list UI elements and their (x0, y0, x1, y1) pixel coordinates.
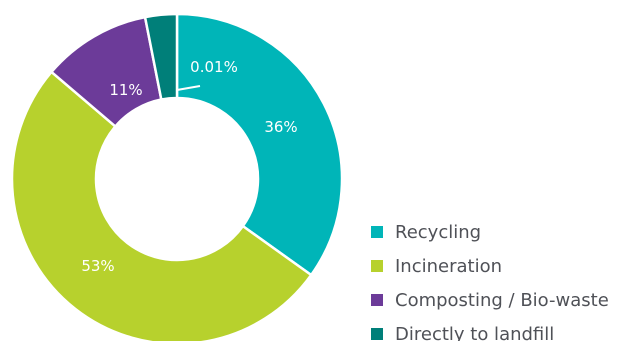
slice-recycling (175, 12, 344, 277)
data-label-composting-bio-waste: 11% (109, 81, 142, 99)
legend-item-recycling: Recycling (371, 222, 481, 243)
legend-item-composting-bio-waste: Composting / Bio-waste (371, 290, 609, 311)
legend-label: Incineration (395, 256, 502, 277)
legend-label: Recycling (395, 222, 481, 243)
legend-label: Composting / Bio-waste (395, 290, 609, 311)
legend-swatch (371, 328, 383, 340)
data-label-recycling: 36% (264, 118, 297, 136)
legend-item-directly-to-landfill: Directly to landfill (371, 324, 554, 341)
slice-labels-group: 36% 53% 11% 0.01% (81, 58, 297, 275)
legend-item-incineration: Incineration (371, 256, 502, 277)
legend-label: Directly to landfill (395, 324, 554, 341)
leader-line (176, 85, 201, 98)
slice-incineration (10, 70, 313, 341)
data-label-directly-to-landfill: 0.01% (190, 58, 238, 76)
legend-swatch (371, 294, 383, 306)
legend: Recycling Incineration Composting / Bio-wa… (371, 222, 609, 341)
legend-swatch (371, 226, 383, 238)
data-label-incineration: 53% (81, 257, 114, 275)
legend-swatch (371, 260, 383, 272)
slices-group (10, 12, 344, 341)
